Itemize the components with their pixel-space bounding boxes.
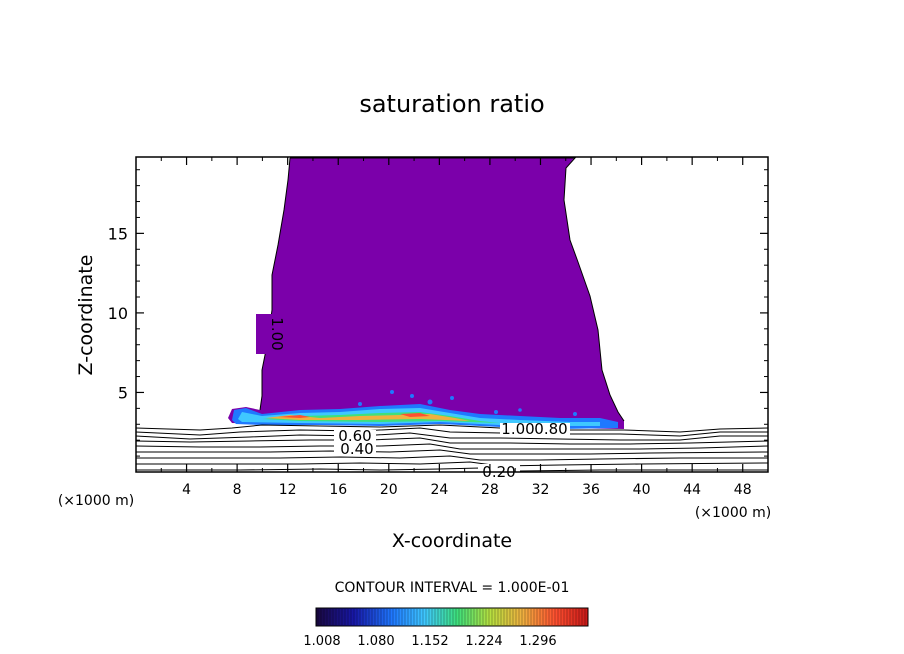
colorbar-stripes xyxy=(317,609,586,625)
colorbar-tick-label: 1.296 xyxy=(519,634,556,649)
contour-lines xyxy=(136,157,768,472)
contour-labels: 1.00 0.60 0.40 1.00 0.80 0.20 xyxy=(268,317,568,481)
x-tick-label: 40 xyxy=(633,482,651,498)
contour-label-0.40: 0.40 xyxy=(340,440,373,458)
x-tick-label: 24 xyxy=(430,482,448,498)
y-axis-label: Z-coordinate xyxy=(75,255,97,376)
x-tick-label: 4 xyxy=(182,482,191,498)
contour-label-0.80: 0.80 xyxy=(534,420,567,438)
band-red xyxy=(278,413,430,418)
contour-interval: CONTOUR INTERVAL = 1.000E-01 xyxy=(335,580,570,596)
speckles xyxy=(358,390,577,416)
y-axis: 5 10 15 xyxy=(108,169,768,457)
colorbar-tick-labels: 1.008 1.080 1.152 1.224 1.296 xyxy=(303,634,556,649)
colorbar-tick-label: 1.080 xyxy=(357,634,394,649)
x-tick-label: 12 xyxy=(279,482,297,498)
contour-label-1.00-left: 1.00 xyxy=(268,317,286,350)
contour-label-0.60: 0.60 xyxy=(338,427,371,445)
x-tick-label: 8 xyxy=(233,482,242,498)
x-tick-label: 36 xyxy=(582,482,600,498)
x-axis-label: X-coordinate xyxy=(392,530,512,552)
x-tick-label: 20 xyxy=(380,482,398,498)
colorbar-tick-label: 1.224 xyxy=(465,634,502,649)
y-tick-label: 10 xyxy=(108,304,128,323)
x-tick-label: 32 xyxy=(532,482,550,498)
chart-title: saturation ratio xyxy=(359,90,544,118)
x-unit-left: (×1000 m) xyxy=(58,493,134,509)
contour-label-1.00-right: 1.00 xyxy=(501,420,534,438)
x-tick-label: 48 xyxy=(734,482,752,498)
colorbar: 1.008 1.080 1.152 1.224 1.296 xyxy=(303,607,589,649)
colorbar-tick-label: 1.008 xyxy=(303,634,340,649)
colorbar-tick-label: 1.152 xyxy=(411,634,448,649)
y-tick-label: 15 xyxy=(108,224,128,243)
y-tick-label: 5 xyxy=(118,383,128,402)
saturated-region xyxy=(228,157,624,429)
x-tick-label: 44 xyxy=(683,482,701,498)
x-tick-label: 16 xyxy=(329,482,347,498)
x-axis: 4 8 12 16 20 24 28 32 36 40 44 48 xyxy=(160,157,752,498)
x-tick-label: 28 xyxy=(481,482,499,498)
x-unit-right: (×1000 m) xyxy=(695,505,771,521)
colorbar-gradient xyxy=(315,607,589,627)
plot-area xyxy=(136,157,768,472)
plot-frame xyxy=(135,156,769,473)
